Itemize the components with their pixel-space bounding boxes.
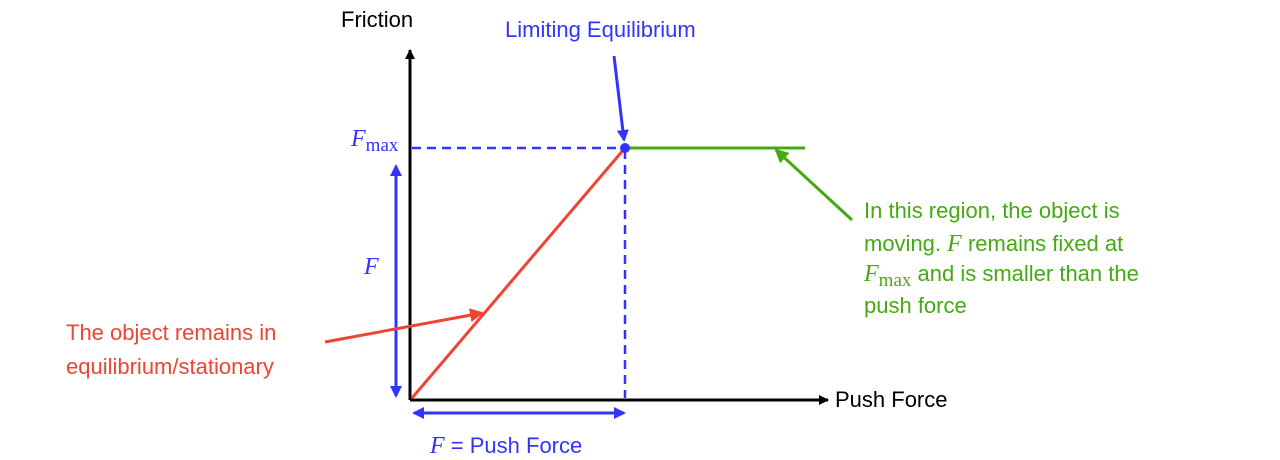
limiting-equilibrium-label: Limiting Equilibrium [505,17,696,42]
moving-pointer-arrow [774,148,854,222]
f-label: F [363,254,379,280]
moving-region-text-1: In this region, the object is [864,198,1120,223]
static-region-text-2: equilibrium/stationary [66,354,274,379]
moving-region-text-3: Fmax and is smaller than the [863,261,1139,291]
x-axis-label: Push Force [835,387,948,412]
static-region-text-1: The object remains in [66,320,276,345]
limiting-pointer-arrow [612,55,629,142]
static-friction-line [410,147,627,399]
limiting-point [620,143,630,153]
static-pointer-arrow [324,308,484,344]
moving-region-text-4: push force [864,293,967,318]
fmax-tick-label: Fmax [350,126,399,156]
moving-region-text-2: moving. F remains fixed at [864,231,1123,257]
y-axis-label: Friction [341,7,413,32]
push-equation-label: F = Push Force [429,433,582,459]
